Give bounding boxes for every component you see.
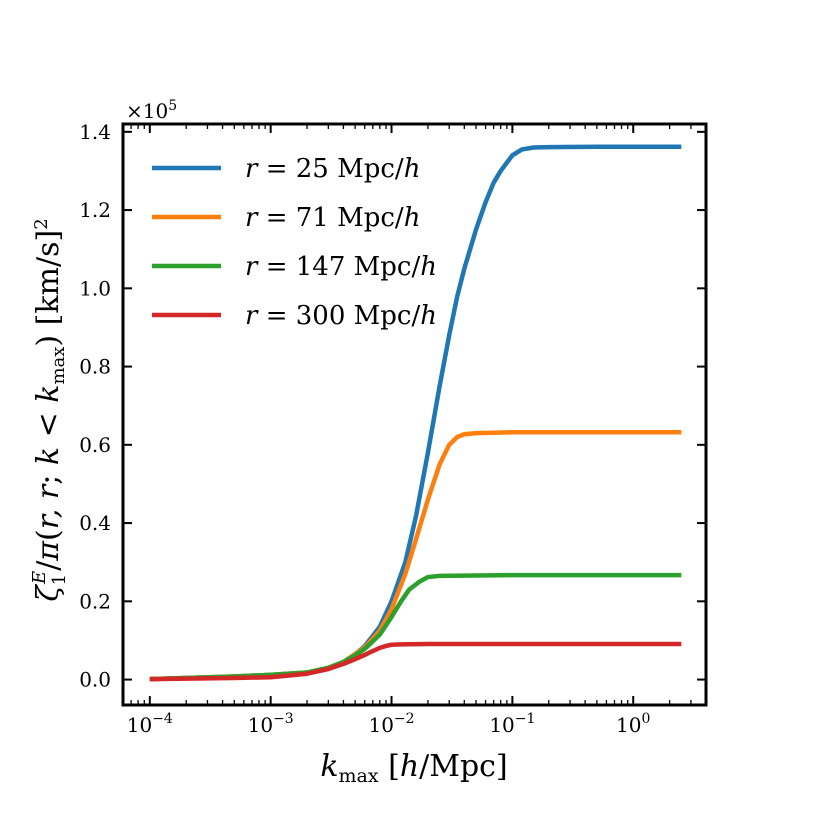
x-axis-label: kmax [h/Mpc] (320, 749, 507, 787)
y-tick-label: 0.4 (79, 511, 111, 535)
y-tick-label: 0.8 (79, 355, 111, 379)
legend-label: r = 300 Mpc/h (245, 301, 437, 331)
series-line-3 (149, 572, 682, 682)
legend-label: r = 71 Mpc/h (245, 203, 420, 233)
x-tick-label: 10−3 (248, 711, 294, 737)
y-tick-label: 1.2 (79, 198, 111, 222)
y-tick-label: 0.0 (79, 668, 111, 692)
series-line-4 (149, 641, 682, 682)
x-tick-label: 10−4 (127, 711, 173, 737)
y-axis-label: ζ1E/π(r, r; k < kmax) [km/s]2 (29, 218, 70, 601)
y-axis: 0.0 0.2 0.4 0.6 0.8 1.0 1.2 1.4 (79, 120, 706, 692)
y-offset-label: ×105 (126, 98, 177, 123)
y-tick-label: 0.2 (79, 589, 111, 613)
legend-label: r = 147 Mpc/h (245, 252, 437, 282)
x-axis: 10−4 10−3 10−2 10−1 100 (122, 124, 707, 737)
x-tick-label: 100 (616, 711, 650, 737)
legend: r = 25 Mpc/h r = 71 Mpc/h r = 147 Mpc/h r =… (152, 154, 437, 331)
legend-label: r = 25 Mpc/h (245, 154, 420, 184)
x-tick-label: 10−1 (489, 711, 535, 737)
series-layer (149, 144, 682, 682)
y-tick-label: 0.6 (79, 433, 111, 457)
x-tick-label: 10−2 (368, 711, 414, 737)
y-tick-label: 1.0 (79, 276, 111, 300)
plot-frame (121, 122, 708, 707)
y-tick-label: 1.4 (79, 120, 111, 144)
